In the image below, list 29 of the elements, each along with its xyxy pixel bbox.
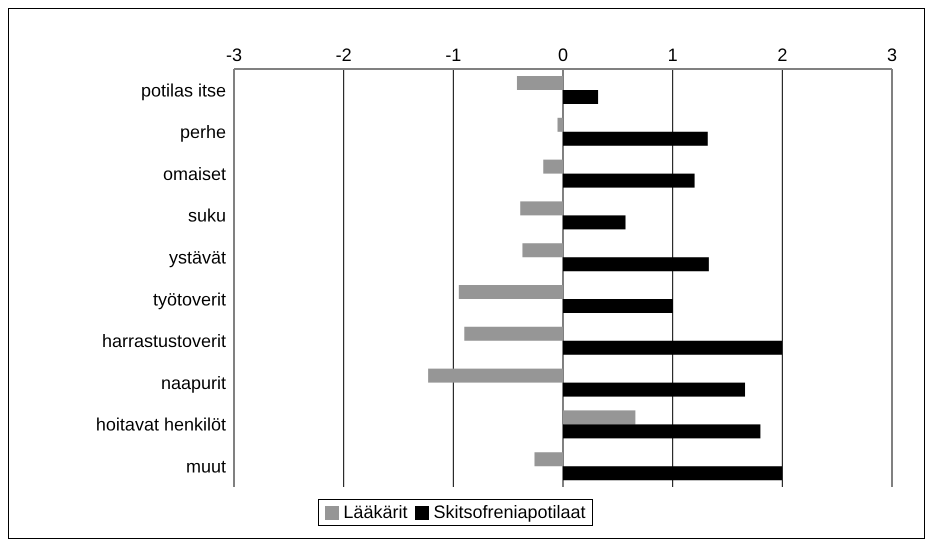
bar [464, 326, 563, 341]
x-tick-label: 2 [777, 45, 788, 65]
y-tick-label: suku [188, 206, 226, 226]
x-tick-label: 0 [558, 45, 568, 65]
legend-label: Lääkärit [343, 502, 408, 523]
y-tick-label: ystävät [168, 247, 226, 268]
x-tick-label: 3 [886, 45, 898, 65]
bar [543, 160, 563, 174]
x-tick-label: 1 [668, 45, 678, 65]
y-tick-label: hoitavat henkilöt [96, 414, 226, 435]
y-tick-label: naapurit [160, 372, 226, 393]
y-tick-label: potilas itse [140, 80, 226, 100]
x-tick-label: -2 [336, 45, 352, 65]
y-tick-label: työtoverit [152, 289, 226, 310]
x-tick-label: -1 [445, 45, 462, 65]
y-tick-label: harrastustoverit [102, 331, 226, 352]
x-tick-label: -3 [226, 45, 242, 65]
bar [563, 410, 636, 424]
y-tick-label: perhe [180, 122, 226, 142]
y-tick-label: muut [186, 456, 226, 476]
bar [522, 243, 563, 258]
bar [516, 76, 563, 90]
legend-label: Skitsofreniapotilaat [433, 502, 586, 523]
bar [534, 452, 563, 466]
bar [558, 118, 563, 132]
bar [458, 285, 563, 299]
bar [428, 368, 563, 383]
bar [520, 201, 563, 216]
y-tick-label: omaiset [162, 164, 226, 184]
